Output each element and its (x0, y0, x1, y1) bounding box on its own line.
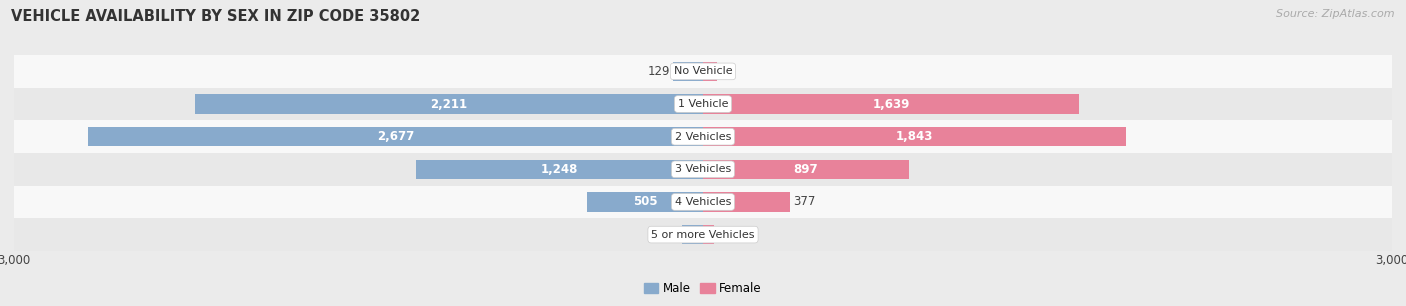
Text: 5 or more Vehicles: 5 or more Vehicles (651, 230, 755, 240)
Bar (588, 192, 703, 212)
Bar (703, 127, 1126, 147)
Legend: Male, Female: Male, Female (640, 278, 766, 300)
Text: 2,211: 2,211 (430, 98, 468, 110)
Bar (89, 127, 703, 147)
Text: 2 Vehicles: 2 Vehicles (675, 132, 731, 142)
Bar (673, 62, 703, 81)
Text: No Vehicle: No Vehicle (673, 66, 733, 76)
Bar (703, 94, 1080, 114)
Bar (14, 55, 1392, 88)
Bar (703, 62, 717, 81)
Text: 1,248: 1,248 (541, 163, 578, 176)
Text: 1,639: 1,639 (873, 98, 910, 110)
Text: 897: 897 (793, 163, 818, 176)
Bar (14, 218, 1392, 251)
Text: 61: 61 (720, 65, 735, 78)
Text: VEHICLE AVAILABILITY BY SEX IN ZIP CODE 35802: VEHICLE AVAILABILITY BY SEX IN ZIP CODE … (11, 9, 420, 24)
Text: 129: 129 (647, 65, 669, 78)
Bar (703, 159, 910, 179)
Text: 505: 505 (633, 196, 658, 208)
Bar (14, 186, 1392, 218)
Bar (703, 225, 714, 244)
Bar (14, 120, 1392, 153)
Text: 4 Vehicles: 4 Vehicles (675, 197, 731, 207)
Text: 91: 91 (664, 228, 679, 241)
Text: 377: 377 (793, 196, 815, 208)
Text: 3 Vehicles: 3 Vehicles (675, 164, 731, 174)
Bar (703, 192, 790, 212)
Bar (682, 225, 703, 244)
Bar (14, 153, 1392, 186)
Text: Source: ZipAtlas.com: Source: ZipAtlas.com (1277, 9, 1395, 19)
Text: 1,843: 1,843 (896, 130, 934, 143)
Text: 2,677: 2,677 (377, 130, 415, 143)
Bar (14, 88, 1392, 120)
Bar (195, 94, 703, 114)
Text: 1 Vehicle: 1 Vehicle (678, 99, 728, 109)
Bar (416, 159, 703, 179)
Text: 46: 46 (717, 228, 733, 241)
